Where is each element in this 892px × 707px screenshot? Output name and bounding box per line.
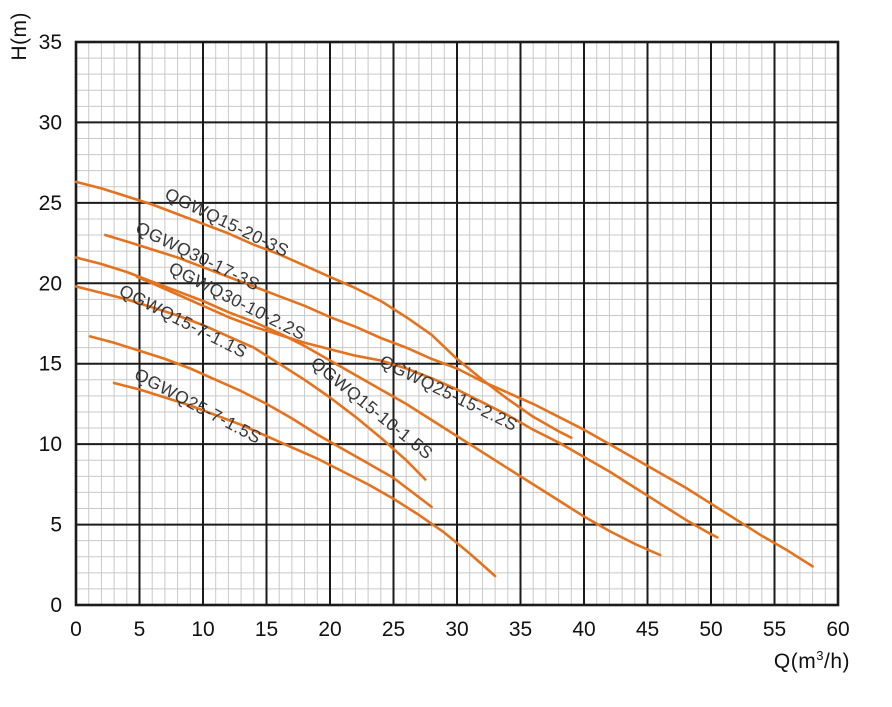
curve-QGWQ15-7-1.1S <box>74 285 427 481</box>
x-tick-label: 10 <box>191 618 214 641</box>
y-tick-label: 15 <box>39 353 62 376</box>
x-axis-title: Q(m3/h) <box>773 648 850 673</box>
x-tick-label: 45 <box>636 618 659 641</box>
curve-QGWQ30-17-3S <box>103 233 814 568</box>
x-tick-label: 30 <box>445 618 468 641</box>
curve-labels: QGWQ15-20-3SQGWQ30-17-3SQGWQ30-10-2.2SQG… <box>116 184 521 464</box>
y-tick-label: 30 <box>39 111 62 134</box>
curve-QGWQ15-10-1.5S <box>88 335 433 509</box>
x-tick-label: 60 <box>826 618 849 641</box>
y-tick-label: 25 <box>39 192 62 215</box>
x-tick-label: 25 <box>382 618 405 641</box>
curve-QGWQ25-15-2.2S <box>135 275 719 539</box>
curve-QGWQ30-10-2.2S <box>74 256 662 557</box>
x-tick-label: 55 <box>763 618 786 641</box>
y-tick-label: 35 <box>39 31 62 54</box>
y-tick-label: 20 <box>39 272 62 295</box>
tick-labels: 0 5 10 15 20 25 30 35 40 45 50 55 60 0 5 10 15 20 25 30 35 <box>39 31 850 641</box>
x-tick-label: 50 <box>699 618 722 641</box>
x-tick-label: 20 <box>318 618 341 641</box>
x-tick-label: 40 <box>572 618 595 641</box>
curve-label: QGWQ25-7-1.5S <box>131 364 265 448</box>
x-tick-label: 35 <box>509 618 532 641</box>
plot-border <box>74 40 840 607</box>
x-tick-label: 0 <box>70 618 82 641</box>
y-tick-label: 0 <box>50 594 62 617</box>
y-tick-label: 5 <box>50 514 62 537</box>
y-axis-title: H(m) <box>8 12 31 61</box>
x-tick-label: 5 <box>134 618 146 641</box>
curve-QGWQ15-20-3S <box>74 180 573 440</box>
y-tick-label: 10 <box>39 433 62 456</box>
x-tick-label: 15 <box>255 618 278 641</box>
curves <box>74 180 814 578</box>
curve-QGWQ25-7-1.5S <box>112 381 497 578</box>
